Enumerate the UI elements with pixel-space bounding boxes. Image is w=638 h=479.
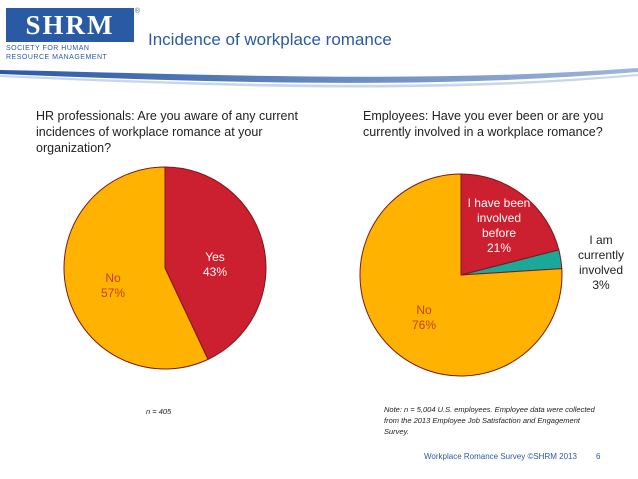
logo-mark: SHRM bbox=[6, 8, 134, 42]
pie-1-label-1: I am currently involved 3% bbox=[578, 233, 624, 292]
pie-1-slice-0 bbox=[460, 173, 560, 276]
shrm-logo: SHRM ® SOCIETY FOR HUMAN RESOURCE MANAGE… bbox=[6, 8, 140, 68]
left-chart-title: HR professionals: Are you aware of any c… bbox=[36, 109, 298, 155]
pie-0-slice-0 bbox=[164, 166, 267, 361]
footer-text: Workplace Romance Survey ©SHRM 2013 bbox=[424, 452, 577, 461]
logo-line-2: RESOURCE MANAGEMENT bbox=[6, 54, 108, 61]
pie-1-label-2: No 76% bbox=[412, 303, 436, 332]
header-swoosh bbox=[0, 68, 638, 88]
pie-0-label-1: No 57% bbox=[101, 271, 125, 300]
logo-line-1: SOCIETY FOR HUMAN bbox=[6, 45, 90, 52]
page-number: 6 bbox=[596, 452, 601, 461]
pie-1-slice-2 bbox=[359, 173, 563, 377]
right-chart-title: Employees: Have you ever been or are you… bbox=[363, 109, 604, 139]
pie-1-label-0: I have been involved before 21% bbox=[468, 196, 531, 255]
pie-0-slice-1 bbox=[63, 166, 209, 370]
right-chart-note: Note: n = 5,004 U.S. employees. Employee… bbox=[384, 405, 595, 436]
pie-0-label-0: Yes 43% bbox=[203, 250, 227, 279]
logo-subtitle: SOCIETY FOR HUMAN RESOURCE MANAGEMENT bbox=[6, 44, 134, 62]
logo-registered: ® bbox=[134, 8, 140, 15]
left-chart-note: n = 405 bbox=[146, 407, 172, 416]
slide-title: Incidence of workplace romance bbox=[148, 30, 392, 49]
